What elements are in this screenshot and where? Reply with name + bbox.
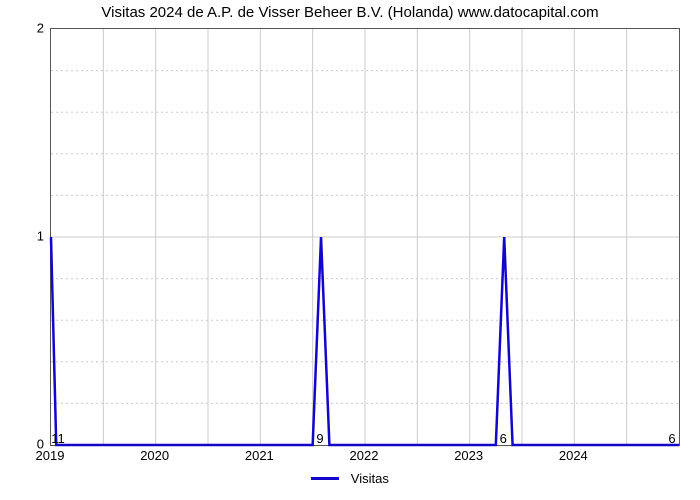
x-tick-label: 2022 <box>350 448 379 463</box>
chart-title: Visitas 2024 de A.P. de Visser Beheer B.… <box>0 4 700 21</box>
grid-and-series <box>51 29 679 445</box>
legend-swatch <box>311 477 339 480</box>
plot-area <box>50 28 680 446</box>
legend: Visitas <box>0 470 700 486</box>
data-point-label: 6 <box>500 431 507 446</box>
x-tick-label: 2019 <box>36 448 65 463</box>
data-point-label: 11 <box>51 431 65 446</box>
data-point-label: 9 <box>316 431 323 446</box>
x-tick-label: 2020 <box>140 448 169 463</box>
data-point-label: 6 <box>668 431 675 446</box>
x-tick-label: 2021 <box>245 448 274 463</box>
chart-container: Visitas 2024 de A.P. de Visser Beheer B.… <box>0 0 700 500</box>
y-tick-label: 2 <box>4 21 44 36</box>
x-tick-label: 2023 <box>454 448 483 463</box>
x-tick-label: 2024 <box>559 448 588 463</box>
y-tick-label: 1 <box>4 229 44 244</box>
legend-label: Visitas <box>351 471 389 486</box>
